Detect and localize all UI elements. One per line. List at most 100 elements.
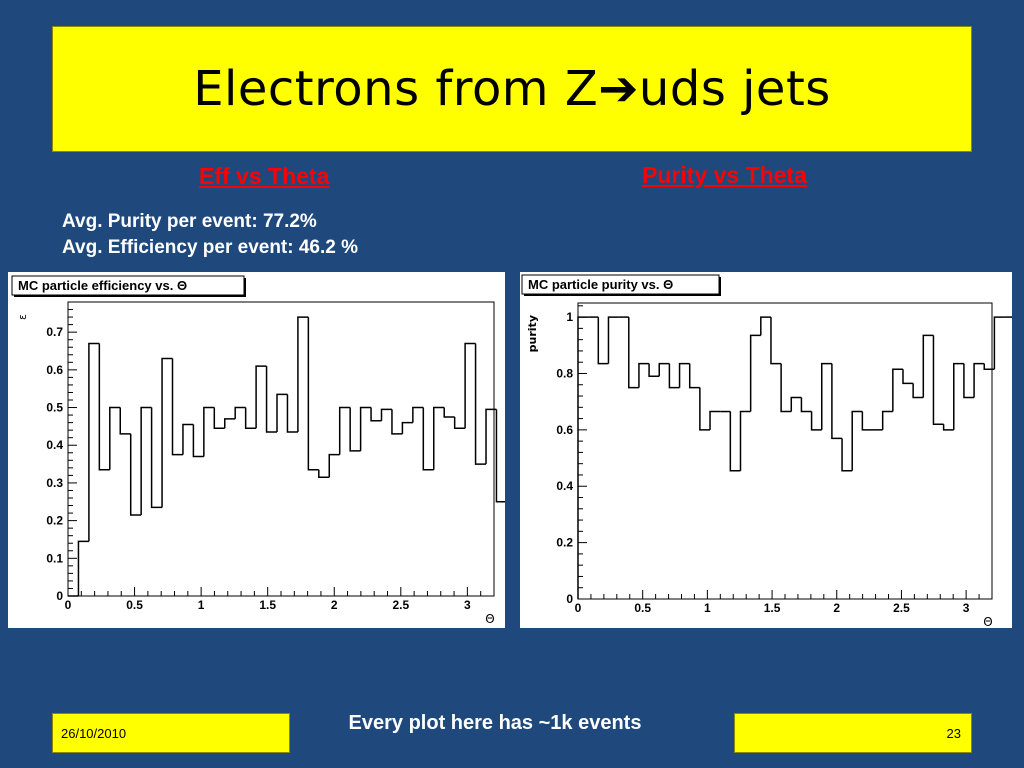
histogram-bin (892, 368, 903, 412)
title-box (521, 274, 720, 295)
histogram-bin (485, 408, 497, 465)
x-tick-label: 2.5 (392, 598, 409, 612)
histogram-bin (338, 406, 351, 455)
x-tick-label: 2.5 (893, 601, 910, 615)
x-tick-label: 0 (65, 598, 72, 612)
histogram-bin (391, 409, 403, 435)
histogram-bin (297, 316, 309, 433)
histogram-bin (474, 343, 487, 465)
x-tick-label: 3 (963, 601, 970, 615)
histogram-bin (963, 363, 975, 399)
histogram-bin (729, 411, 741, 472)
histogram-bin (276, 393, 288, 433)
subtitle-efficiency: Eff vs Theta (199, 163, 330, 189)
histogram-bin (709, 410, 721, 430)
histogram-bin (98, 343, 110, 471)
histogram-bin (658, 362, 670, 377)
histogram-bin (453, 416, 466, 430)
histogram-bin (638, 362, 650, 388)
histogram-bin (265, 366, 278, 433)
histogram-bin (577, 316, 589, 599)
title-text-before: Electrons from Z (193, 61, 599, 117)
histogram-bin (800, 397, 812, 413)
y-tick-label: 1 (566, 310, 573, 324)
histogram-bin (109, 406, 121, 470)
histogram-bin (77, 540, 89, 596)
histogram-bin (780, 363, 792, 413)
histogram-bin (171, 358, 183, 456)
histogram-bin (607, 316, 619, 364)
histogram-bin (88, 342, 100, 542)
histogram-bin (770, 317, 782, 365)
histogram-bin (628, 317, 639, 389)
histogram-bin (359, 406, 372, 451)
title-box: Electrons from Z➔uds jets (52, 26, 972, 152)
y-tick-label: 0.2 (556, 536, 573, 550)
histogram-bin (760, 316, 771, 336)
avg-efficiency-text: Avg. Efficiency per event: 46.2 % (62, 237, 359, 258)
y-tick-label: 0.1 (46, 551, 63, 565)
footer-text: Every plot here has ~1k events (348, 712, 642, 734)
y-tick-label: 0.2 (46, 514, 63, 528)
histogram-bin (790, 396, 802, 412)
histogram-bin (129, 433, 142, 516)
x-tick-label: 0.5 (126, 598, 143, 612)
subtitle-purity: Purity vs Theta (642, 162, 807, 188)
histogram-bin (831, 363, 843, 440)
x-tick-label: 3 (464, 598, 471, 612)
histogram-bin (668, 363, 680, 389)
histogram-bin (902, 369, 914, 385)
x-tick-label: 0.5 (634, 601, 651, 615)
histogram-bin (597, 317, 609, 365)
y-tick-label: 0.6 (46, 363, 63, 377)
histogram-bin (820, 362, 832, 430)
histogram-bin (150, 407, 163, 509)
histogram-bin (119, 407, 131, 435)
histogram-bin (412, 406, 424, 423)
histogram-bin (203, 406, 215, 457)
y-tick-label: 0 (566, 592, 573, 606)
avg-purity-text: Avg. Purity per event: 77.2% (62, 211, 317, 232)
y-tick-label: 0.5 (46, 401, 63, 415)
histogram-bin (370, 407, 382, 422)
histogram-bin (699, 387, 711, 431)
histogram-bin (286, 394, 298, 433)
title-box (11, 275, 245, 296)
chart-title: MC particle purity vs. Θ (528, 277, 673, 292)
x-tick-label: 2 (331, 598, 338, 612)
efficiency-plot-panel: MC particle efficiency vs. Θ 0 0.5 1 1.5 2 2.5… (8, 272, 505, 628)
histogram-bin (678, 362, 690, 388)
histogram-bin (307, 317, 319, 471)
stats-block: Avg. Purity per event: 77.2% Avg. Effici… (62, 209, 358, 261)
y-axis-label: ε (16, 314, 29, 320)
histogram-bin (224, 418, 236, 429)
histogram-bin (953, 362, 964, 430)
histogram-bin (932, 335, 944, 425)
y-tick-label: 0.4 (556, 479, 573, 493)
footer-date: 26/10/2010 (61, 725, 127, 741)
histogram-bin (161, 357, 173, 508)
histogram-bin (140, 406, 152, 515)
x-tick-label: 1 (198, 598, 205, 612)
footer-date-box: 26/10/2010 (52, 713, 290, 753)
histogram-bin (851, 410, 863, 471)
histogram-bin (318, 469, 330, 479)
histogram-bin (912, 383, 924, 399)
efficiency-chart: MC particle efficiency vs. Θ 0 0.5 1 1.5 2 2.5… (11, 275, 505, 626)
histogram-bin (443, 407, 455, 418)
histogram-bin (255, 365, 267, 429)
histogram-bin (942, 424, 954, 431)
histogram-bin (749, 334, 761, 412)
histogram-bin (244, 407, 257, 430)
y-tick-label: 0.6 (556, 423, 573, 437)
slide-title: Electrons from Z➔uds jets (193, 61, 831, 117)
plot-frame (577, 302, 993, 600)
y-tick-label: 0.3 (46, 476, 63, 490)
y-tick-label: 0.7 (46, 325, 63, 339)
page-number: 23 (946, 725, 961, 741)
histogram-bin (841, 438, 853, 472)
histogram-bin (861, 411, 873, 431)
histogram-bin (973, 362, 985, 398)
x-tick-label: 2 (833, 601, 840, 615)
y-tick-label: 0.8 (556, 366, 573, 380)
